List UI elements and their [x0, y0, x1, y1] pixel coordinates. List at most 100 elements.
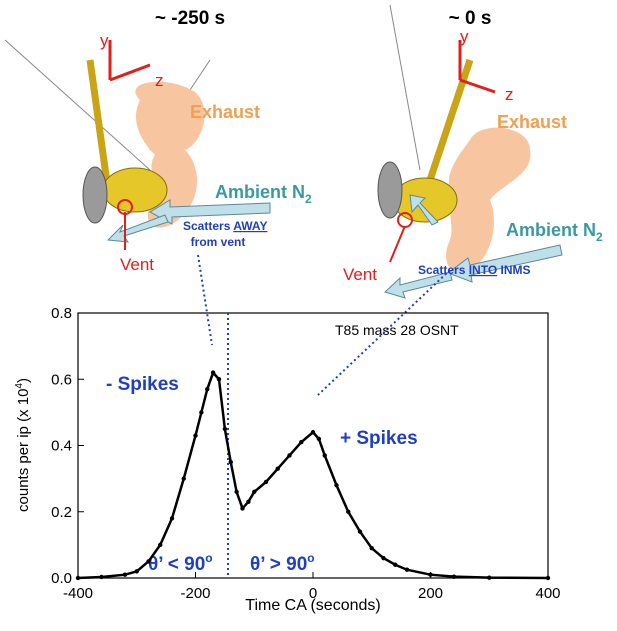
vent-arrow: [389, 225, 406, 263]
x-axis-title: Time CA (seconds): [245, 597, 380, 614]
data-point: [404, 567, 410, 572]
data-point: [240, 506, 245, 511]
vent-label: Vent: [343, 265, 377, 284]
left-panel: ~ -250 s y z Exhaust Ambient N2 Vent Sca…: [4, 8, 312, 346]
plot-frame: [77, 312, 549, 579]
exhaust-plume: [446, 127, 531, 273]
data-point: [369, 545, 374, 551]
scatter-label: from vent: [191, 235, 246, 249]
annotation: - Spikes: [106, 374, 179, 395]
ambient-sub: 2: [596, 230, 603, 244]
scatter-emph: AWAY: [233, 219, 267, 233]
scatter-text: Scatters: [183, 219, 233, 233]
data-point: [263, 479, 269, 485]
data-point: [381, 555, 386, 561]
exhaust-plume: [135, 81, 205, 228]
exhaust-label: Exhaust: [190, 102, 260, 122]
data-point: [246, 499, 251, 505]
data-point: [334, 483, 339, 488]
data-point: [122, 572, 128, 577]
data-point: [451, 574, 457, 579]
y-title-text: counts per ip (x 10: [15, 389, 32, 512]
data-point: [275, 466, 280, 471]
x-tick-label: 400: [535, 585, 560, 602]
axis-arrow: [109, 63, 151, 82]
data-point: [545, 575, 551, 581]
antenna: [377, 161, 403, 219]
right-panel: ~ 0 s y z Exhaust Ambient N2 Vent Scatte…: [317, 4, 603, 396]
data-point: [346, 509, 351, 514]
boom-line: [4, 39, 151, 171]
ambient-arrow: [446, 244, 563, 283]
scatter-text: INMS: [497, 263, 530, 277]
annotation-text: θ’ < 90: [148, 554, 205, 575]
data-point: [146, 559, 151, 564]
scatter-label: Scatters AWAY: [183, 219, 268, 233]
data-point: [205, 386, 210, 392]
axis-label: y: [100, 31, 109, 50]
data-point: [393, 562, 398, 567]
ambient-text: Ambient N: [215, 182, 305, 202]
data-point: [316, 436, 322, 442]
panel-time: ~ 0 s: [449, 8, 492, 29]
spacecraft-body: [102, 167, 168, 213]
vent-label: Vent: [120, 255, 154, 274]
pointer-line: [317, 269, 451, 396]
data-point: [228, 459, 233, 465]
data-point: [75, 575, 81, 581]
data-point: [428, 572, 433, 577]
x-tick-label: -200: [180, 585, 210, 602]
y-title-end: ): [15, 378, 32, 383]
axis-label: z: [505, 85, 514, 104]
ambient-label: Ambient N2: [506, 220, 603, 244]
ambient-sub: 2: [305, 192, 312, 206]
exhaust-label: Exhaust: [497, 112, 567, 132]
data-point: [287, 453, 292, 458]
data-point: [181, 476, 186, 481]
axis-label: y: [460, 27, 469, 46]
annotation-sup: o: [205, 551, 212, 565]
scatter-label: Scatters INTO INMS: [418, 263, 531, 277]
scatter-emph: INTO: [469, 263, 497, 277]
into-arrow: [409, 194, 439, 226]
boom-line: [389, 4, 421, 171]
data-point: [158, 542, 163, 548]
data-point: [487, 575, 492, 580]
y-title-sup: 4: [14, 383, 25, 389]
y-tick-label: 0.6: [51, 371, 72, 388]
y-tick-label: 0.4: [51, 438, 72, 455]
ambient-text: Ambient N: [506, 220, 596, 240]
scatter-text: Scatters: [418, 263, 469, 277]
annotation-sup: o: [307, 551, 314, 565]
ambient-label: Ambient N2: [215, 182, 312, 206]
data-point: [310, 430, 316, 435]
y-tick-label: 0.0: [51, 570, 72, 587]
data-point: [299, 439, 304, 445]
x-tick-label: -400: [63, 585, 93, 602]
pointer-line: [197, 254, 213, 346]
data-point: [210, 370, 216, 375]
y-axis-title: counts per ip (x 104): [14, 378, 32, 512]
x-tick-label: 200: [418, 585, 443, 602]
magnetometer-boom: [86, 59, 112, 191]
data-point: [222, 426, 228, 432]
data-line: [77, 370, 549, 580]
data-point: [234, 489, 239, 495]
axis-label: z: [155, 71, 164, 90]
annotation: T85 mass 28 OSNT: [335, 322, 459, 338]
data-point: [193, 433, 198, 438]
data-point: [357, 529, 363, 534]
data-point: [252, 489, 257, 495]
y-tick-label: 0.8: [51, 305, 72, 322]
annotation: + Spikes: [340, 428, 418, 449]
data-point: [216, 377, 222, 382]
annotation-text: θ’ > 90: [250, 554, 307, 575]
data-point: [99, 574, 104, 580]
data-point: [134, 569, 139, 574]
data-point: [199, 410, 204, 415]
antenna: [82, 166, 108, 224]
data-point: [169, 516, 175, 521]
annotation: θ’ > 90o: [250, 551, 315, 575]
scatter-arrow: [106, 214, 169, 243]
